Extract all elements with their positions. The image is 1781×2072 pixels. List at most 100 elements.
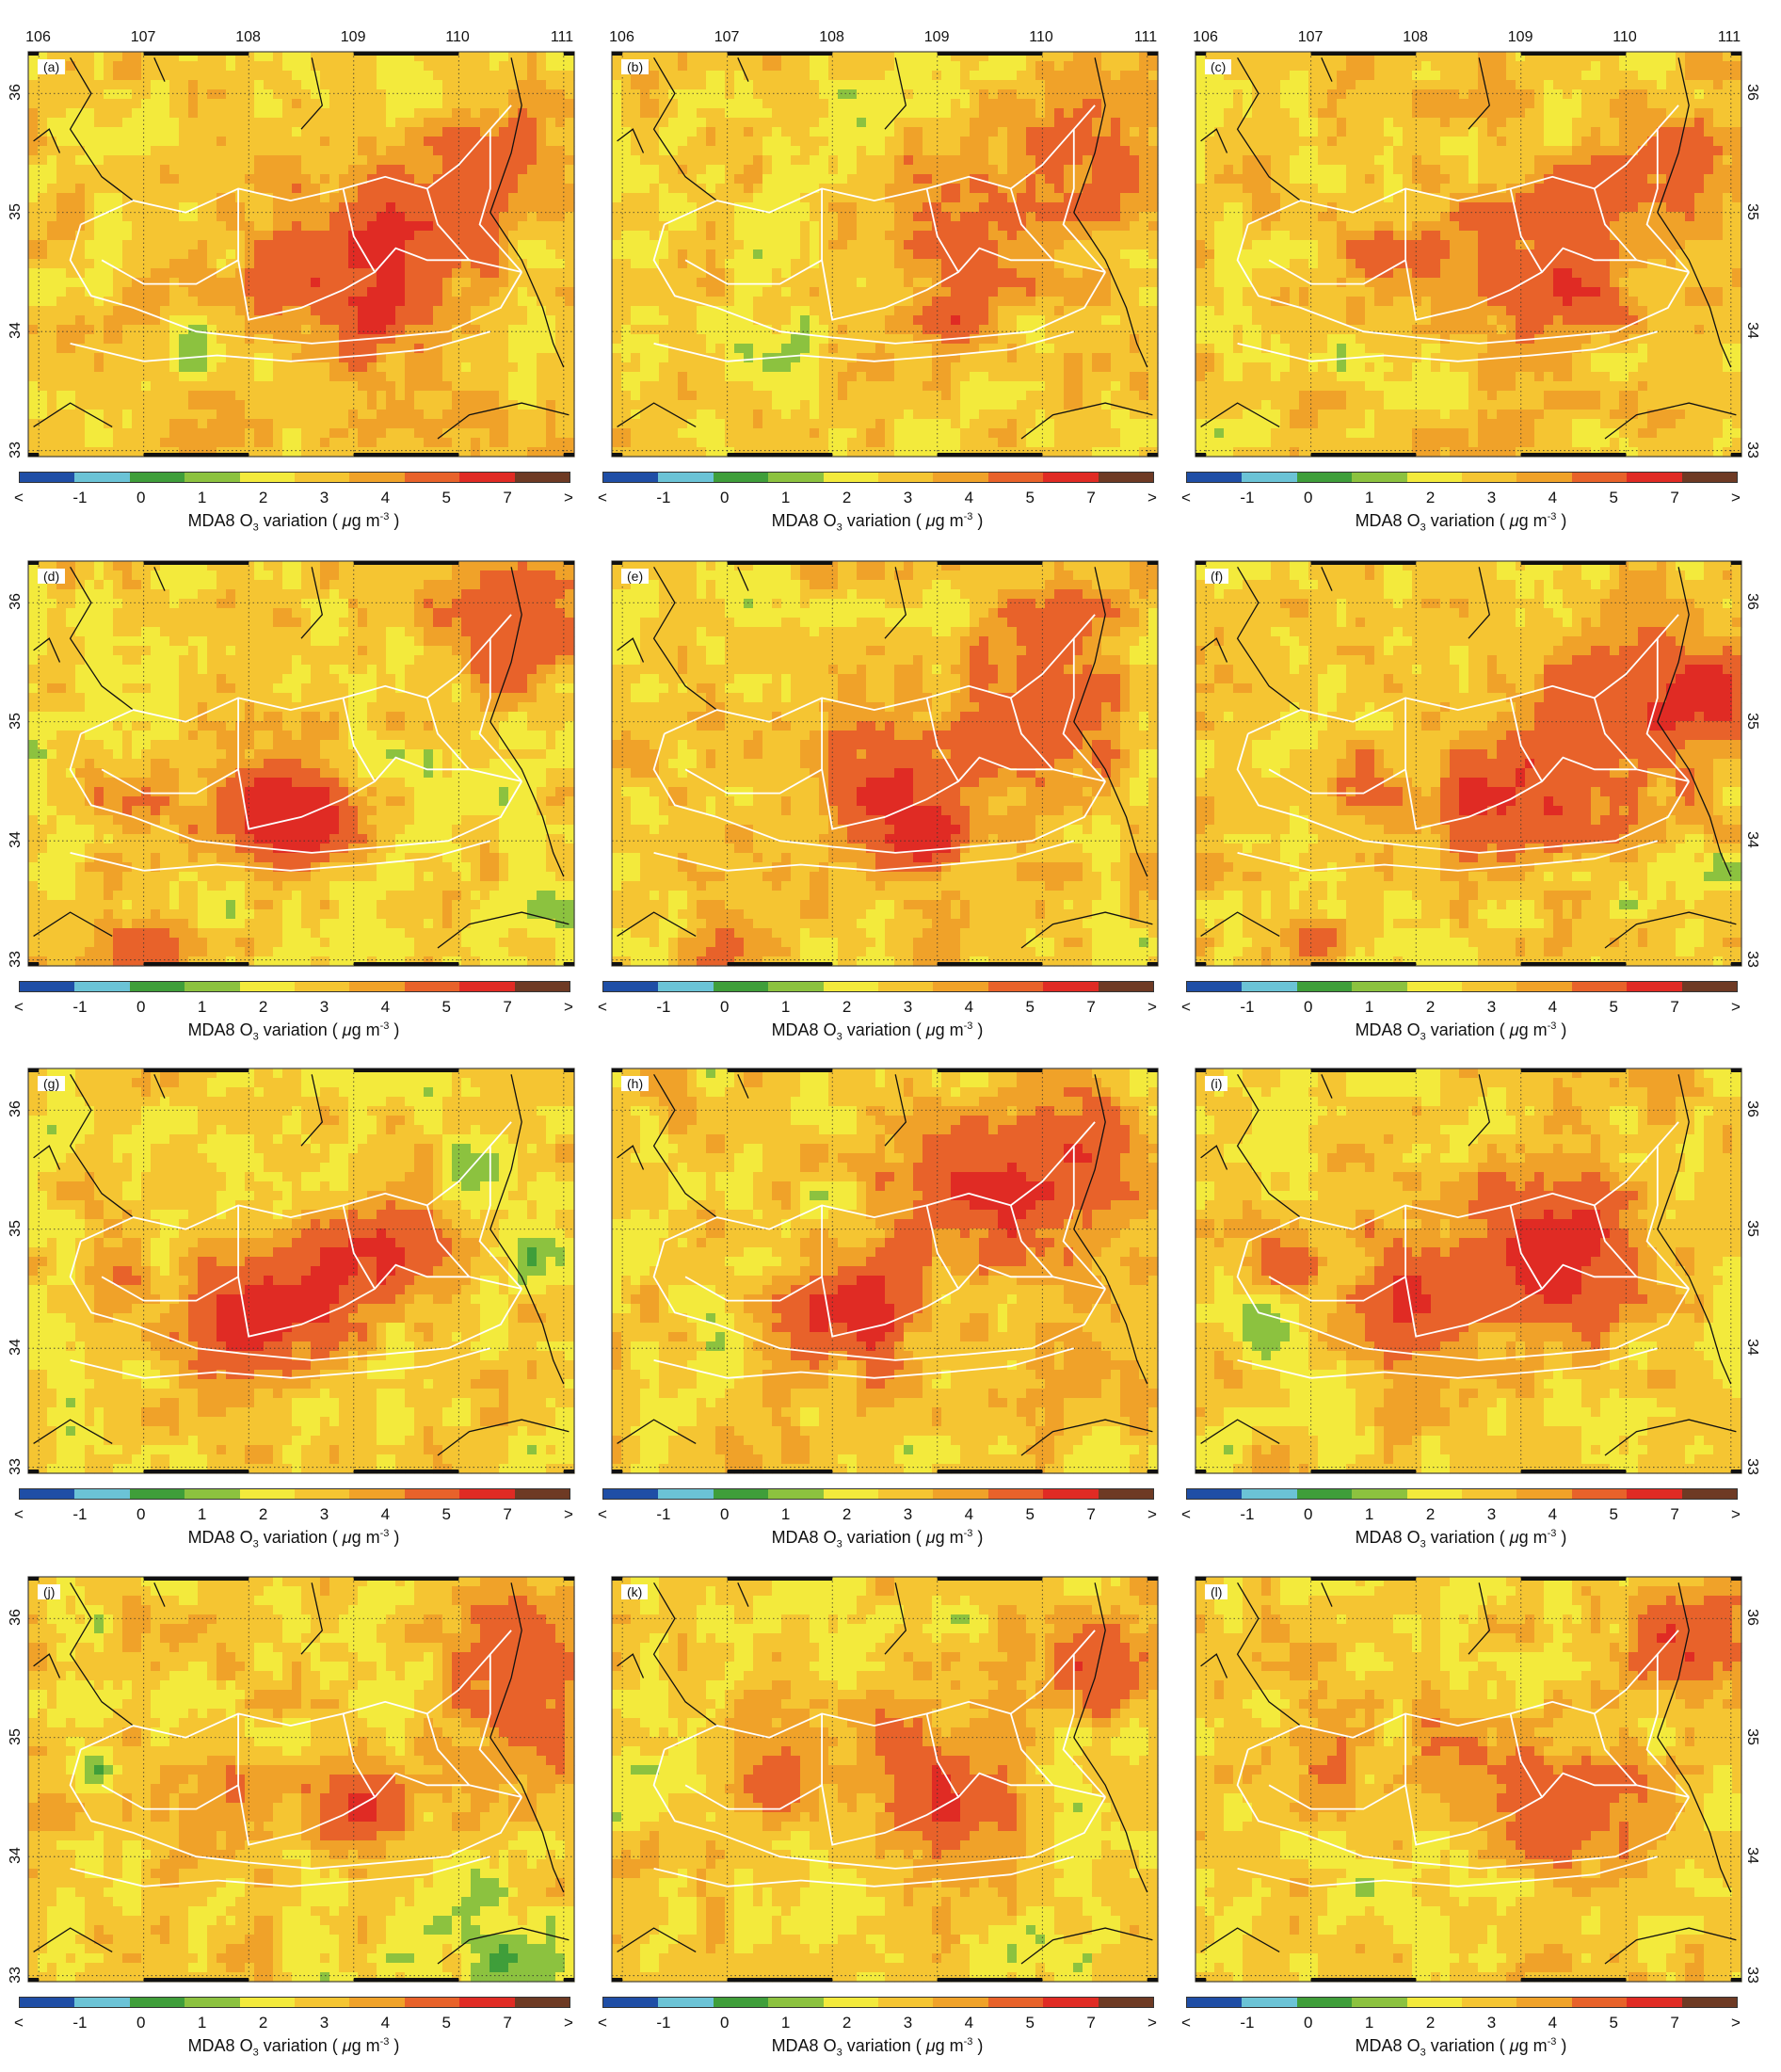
heatmap-cell <box>452 325 462 335</box>
heatmap-cell <box>1148 391 1159 401</box>
heatmap-cell <box>734 118 745 128</box>
heatmap-cell <box>791 249 801 260</box>
heatmap-cell <box>941 297 952 307</box>
heatmap-cell <box>819 297 829 307</box>
heatmap-cell <box>1101 212 1112 222</box>
heatmap-cell <box>866 381 876 392</box>
heatmap-cell <box>828 438 839 448</box>
heatmap-cell <box>104 212 114 222</box>
heatmap-cell <box>480 146 490 156</box>
heatmap-cell <box>198 165 208 175</box>
heatmap-cell <box>226 315 236 326</box>
heatmap-cell <box>85 71 95 81</box>
heatmap-cell <box>1017 419 1027 429</box>
heatmap-cell <box>800 174 810 185</box>
heatmap-cell <box>245 447 255 458</box>
heatmap-cell <box>810 61 820 72</box>
heatmap-cell <box>480 353 490 363</box>
heatmap-cell <box>386 410 396 420</box>
heatmap-cell <box>311 249 321 260</box>
heatmap-cell <box>207 268 217 279</box>
heatmap-cell <box>1054 278 1065 288</box>
heatmap-cell <box>518 353 528 363</box>
heatmap-cell <box>565 155 575 166</box>
heatmap-cell <box>85 184 95 194</box>
heatmap-cell <box>75 438 86 448</box>
heatmap-cell <box>1017 325 1027 335</box>
heatmap-cell <box>499 438 509 448</box>
heatmap-cell <box>1007 391 1018 401</box>
heatmap-cell <box>480 268 490 279</box>
heatmap-cell <box>715 89 726 100</box>
heatmap-cell <box>697 99 707 109</box>
heatmap-cell <box>650 108 660 119</box>
heatmap-cell <box>367 400 377 410</box>
heatmap-cell <box>819 259 829 269</box>
heatmap-cell <box>612 165 622 175</box>
heatmap-cell <box>941 71 952 81</box>
heatmap-cell <box>970 297 980 307</box>
heatmap-cell <box>734 428 745 439</box>
heatmap-cell <box>47 334 57 345</box>
heatmap-cell <box>1045 419 1055 429</box>
heatmap-cell <box>970 381 980 392</box>
heatmap-cell <box>94 240 104 250</box>
heatmap-cell <box>508 231 519 241</box>
heatmap-cell <box>904 165 914 175</box>
heatmap-cell <box>555 259 566 269</box>
heatmap-cell <box>988 315 999 326</box>
heatmap-cell <box>857 146 867 156</box>
heatmap-cell <box>471 221 481 232</box>
heatmap-cell <box>169 52 180 62</box>
heatmap-cell <box>301 221 312 232</box>
heatmap-cell <box>160 80 170 90</box>
heatmap-cell <box>1035 193 1046 203</box>
heatmap-cell <box>28 231 39 241</box>
heatmap-cell <box>970 306 980 316</box>
heatmap-cell <box>800 419 810 429</box>
heatmap-cell <box>1064 118 1074 128</box>
heatmap-cell <box>828 61 839 72</box>
heatmap-cell <box>847 362 858 373</box>
heatmap-cell <box>960 231 971 241</box>
heatmap-cell <box>358 155 368 166</box>
heatmap-cell <box>414 71 425 81</box>
heatmap-cell <box>1148 381 1159 392</box>
heatmap-cell <box>678 381 688 392</box>
heatmap-cell <box>424 71 434 81</box>
heatmap-cell <box>1139 297 1149 307</box>
heatmap-cell <box>226 438 236 448</box>
heatmap-cell <box>367 353 377 363</box>
heatmap-cell <box>169 231 180 241</box>
heatmap-cell <box>461 240 472 250</box>
heatmap-cell <box>678 118 688 128</box>
heatmap-cell <box>1035 137 1046 147</box>
heatmap-cell <box>819 61 829 72</box>
heatmap-cell <box>499 118 509 128</box>
heatmap-cell <box>1017 193 1027 203</box>
heatmap-cell <box>819 193 829 203</box>
heatmap-cell <box>38 428 48 439</box>
heatmap-cell <box>1092 297 1102 307</box>
heatmap-cell <box>254 410 265 420</box>
heatmap-cell <box>386 334 396 345</box>
heatmap-cell <box>1045 146 1055 156</box>
heatmap-cell <box>226 174 236 185</box>
heatmap-cell <box>405 391 415 401</box>
heatmap-cell <box>489 137 500 147</box>
heatmap-cell <box>414 89 425 100</box>
heatmap-cell <box>433 99 443 109</box>
heatmap-cell <box>301 372 312 382</box>
heatmap-cell <box>1101 89 1112 100</box>
heatmap-cell <box>923 428 933 439</box>
heatmap-cell <box>377 419 387 429</box>
heatmap-cell <box>113 89 123 100</box>
heatmap-cell <box>1045 428 1055 439</box>
heatmap-cell <box>207 202 217 213</box>
heatmap-cell <box>499 344 509 354</box>
heatmap-cell <box>885 410 895 420</box>
heatmap-cell <box>1017 212 1027 222</box>
heatmap-cell <box>94 174 104 185</box>
heatmap-cell <box>1139 268 1149 279</box>
heatmap-cell <box>970 391 980 401</box>
